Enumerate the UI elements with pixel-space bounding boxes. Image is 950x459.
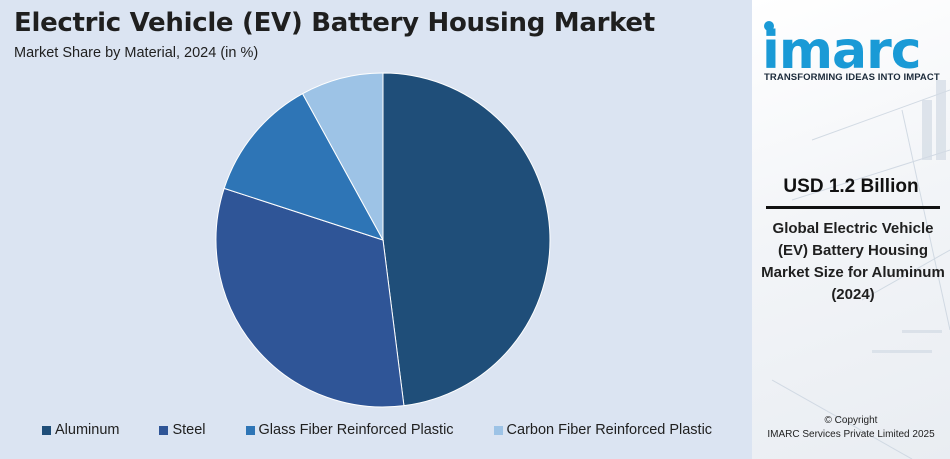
chart-subtitle: Market Share by Material, 2024 (in %): [14, 45, 259, 61]
pie-chart: [215, 72, 551, 408]
legend-item-glass-fiber-reinforced-plastic: Glass Fiber Reinforced Plastic: [245, 422, 454, 438]
pie-slice-steel: [215, 187, 405, 408]
svg-text:imarc: imarc: [762, 21, 921, 72]
legend-label: Glass Fiber Reinforced Plastic: [258, 422, 454, 438]
copyright-line-2: IMARC Services Private Limited 2025: [767, 429, 935, 440]
brand-tagline: TRANSFORMING IDEAS INTO IMPACT: [764, 72, 940, 83]
background-decoration: [771, 80, 950, 459]
legend-swatch: [42, 425, 51, 435]
chart-legend: Aluminum Steel Glass Fiber Reinforced Plas…: [42, 421, 712, 439]
pie-slice-aluminum: [382, 72, 551, 407]
imarc-logo: imarc: [762, 21, 922, 72]
market-description: Global Electric Vehicle (EV) Battery Hou…: [761, 220, 945, 303]
chart-title: Electric Vehicle (EV) Battery Housing Ma…: [14, 8, 655, 38]
chart-panel: Electric Vehicle (EV) Battery Housing Ma…: [0, 0, 752, 459]
legend-label: Carbon Fiber Reinforced Plastic: [506, 422, 713, 438]
market-value: USD 1.2 Billion: [783, 176, 919, 197]
legend-label: Aluminum: [55, 422, 120, 438]
legend-label: Steel: [172, 422, 206, 438]
legend-swatch: [493, 425, 503, 435]
pie-slice-carbon-fiber-reinforced-plastic: [301, 72, 384, 241]
divider: [766, 206, 940, 209]
copyright-line-1: © Copyright: [824, 415, 878, 426]
legend-swatch: [245, 425, 255, 435]
pie-slice-glass-fiber-reinforced-plastic: [223, 92, 385, 241]
info-sidebar: imarc TRANSFORMING IDEAS INTO IMPACT USD…: [752, 0, 950, 459]
legend-item-carbon-fiber-reinforced-plastic: Carbon Fiber Reinforced Plastic: [493, 422, 713, 438]
legend-item-steel: Steel: [159, 422, 206, 438]
legend-swatch: [159, 425, 169, 435]
copyright: © Copyright IMARC Services Private Limit…: [752, 414, 950, 442]
legend-item-aluminum: Aluminum: [42, 422, 119, 438]
